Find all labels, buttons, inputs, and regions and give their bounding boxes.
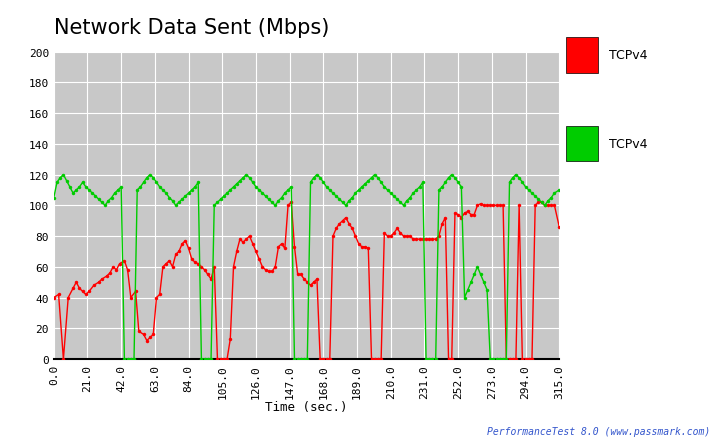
X-axis label: Time (sec.): Time (sec.): [265, 400, 348, 413]
Bar: [566, 38, 598, 73]
Text: TCPv4: TCPv4: [609, 49, 648, 62]
Bar: [566, 127, 598, 162]
Text: Network Data Sent (Mbps): Network Data Sent (Mbps): [54, 18, 329, 38]
Text: TCPv4: TCPv4: [609, 138, 648, 151]
Text: PerformanceTest 8.0 (www.passmark.com): PerformanceTest 8.0 (www.passmark.com): [487, 426, 710, 436]
